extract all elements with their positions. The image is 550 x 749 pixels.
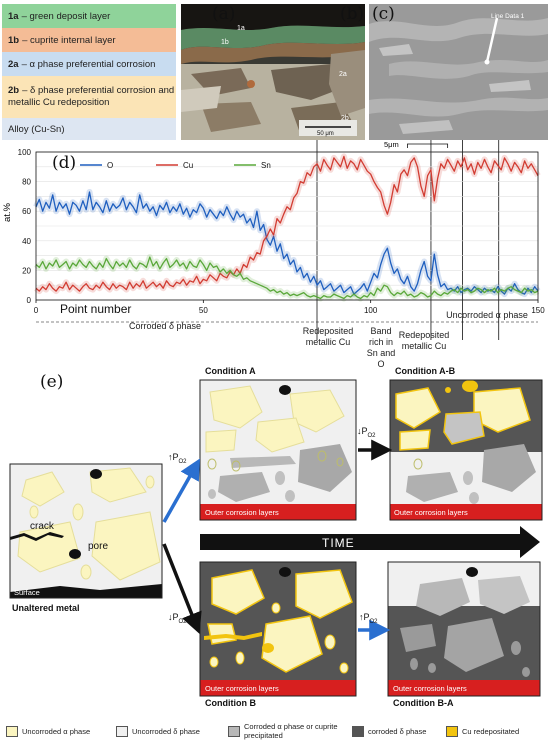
time-arrow (200, 526, 540, 558)
micro-label-2a: 2a (339, 71, 347, 78)
y-tick-label-100: 100 (18, 148, 32, 157)
legend-cu: Cu (183, 161, 193, 170)
arrow-to-condition-b (162, 543, 202, 634)
time-label: TIME (322, 536, 355, 550)
zone-uncorroded-alpha: Uncorroded α phase (446, 310, 528, 320)
chart-frame (35, 151, 539, 301)
unaltered-metal-title: Unaltered metal (12, 603, 80, 613)
micrograph-sem: Line Data 1 (369, 4, 548, 140)
y-tick-label-60: 60 (22, 207, 31, 216)
y-tick-label-0: 0 (27, 296, 32, 305)
po2-down-mid: ↓PO2 (357, 426, 376, 439)
po2-up-mid: ↑PO2 (359, 612, 378, 625)
legend-uncorroded-alpha: Uncorroded α phase (6, 726, 90, 737)
corrosion-diagram (9, 379, 543, 697)
panel-label-d: (d) (52, 153, 77, 173)
micro-label-1b: 1b (221, 39, 229, 46)
key-alpha-corrosion: 2a – α phase preferential corrosion (2, 52, 176, 76)
micro-label-1a: 1a (237, 25, 245, 32)
key-delta-corrosion: 2b – δ phase preferential corrosion and m… (2, 76, 176, 118)
pore-label: pore (88, 541, 109, 552)
zone-corroded-delta: Corroded δ phase (128, 321, 202, 331)
series-line-o (35, 191, 539, 295)
outer-layers-ba: Outer corrosion layers (393, 684, 467, 693)
condition-ba-box (388, 562, 540, 696)
scale-bar-label: 50 μm (317, 131, 334, 137)
y-axis-label: at.% (2, 202, 13, 222)
condition-b-box (200, 562, 356, 696)
panel-label-a: (a) (212, 4, 236, 24)
x-tick-label-0: 0 (34, 306, 39, 315)
x-tick-label-50: 50 (199, 306, 208, 315)
panel-label-b: (b) (340, 4, 365, 24)
x-tick-label-100: 100 (364, 306, 378, 315)
legend-o: O (107, 161, 113, 170)
zone-redeposited-cu-1: Redeposited metallic Cu (302, 326, 354, 347)
outer-layers-ab: Outer corrosion layers (394, 508, 468, 517)
panel-label-e: (e) (40, 372, 64, 392)
micro-label-2b: 2b (341, 115, 349, 122)
y-tick-label-40: 40 (22, 237, 31, 246)
zone-band-sn-o: Band rich in Sn and O (366, 326, 396, 369)
y-tick-label-80: 80 (22, 178, 31, 187)
chart-legend: O Cu Sn (80, 161, 271, 170)
zone-redeposited-cu-2: Redeposited metallic Cu (398, 330, 450, 351)
arrow-to-condition-a (162, 458, 201, 523)
condition-ab-box (390, 380, 542, 520)
condition-ba-title: Condition B-A (393, 698, 454, 708)
condition-ab-title: Condition A-B (395, 366, 456, 376)
surface-label: Surface (14, 588, 40, 597)
line-profile-chart: 0 20 40 60 80 100 0 50 100 150 (18, 140, 545, 340)
legend-corroded-delta: corroded δ phase (352, 726, 426, 737)
key-cuprite: 1b – cuprite internal layer (2, 28, 176, 52)
y-tick-label-20: 20 (22, 266, 31, 275)
x-tick-label-150: 150 (531, 306, 545, 315)
crack-label: crack (30, 521, 54, 532)
condition-a-title: Condition A (205, 366, 256, 376)
scale-label-5um: 5μm (384, 140, 399, 149)
outer-layers-b: Outer corrosion layers (205, 684, 279, 693)
po2-up-left: ↑PO2 (168, 452, 187, 465)
series-line-cu (35, 155, 539, 292)
micrograph-optical: 50 μm 1a 1b 2a 2b (181, 4, 365, 140)
key-green-deposit: 1a – green deposit layer (2, 4, 176, 28)
unaltered-metal-box (10, 464, 162, 598)
x-axis-label: Point number (60, 302, 132, 316)
legend-sn: Sn (261, 161, 271, 170)
line-data-label: Line Data 1 (491, 13, 525, 20)
condition-b-title: Condition B (205, 698, 256, 708)
scale-bracket (407, 143, 449, 148)
outer-layers-a: Outer corrosion layers (205, 508, 279, 517)
series-line-sn (35, 256, 539, 300)
legend-uncorroded-delta: Uncorroded δ phase (116, 726, 200, 737)
condition-a-box (200, 380, 356, 520)
po2-down-left: ↓PO2 (168, 612, 187, 625)
panel-label-c: (c) (372, 4, 395, 24)
key-alloy: Alloy (Cu-Sn) (2, 118, 176, 140)
legend-corroded-alpha: Corroded α phase or cuprite precipitated (228, 722, 343, 740)
legend-cu-redeposited: Cu redepositated (446, 726, 519, 737)
